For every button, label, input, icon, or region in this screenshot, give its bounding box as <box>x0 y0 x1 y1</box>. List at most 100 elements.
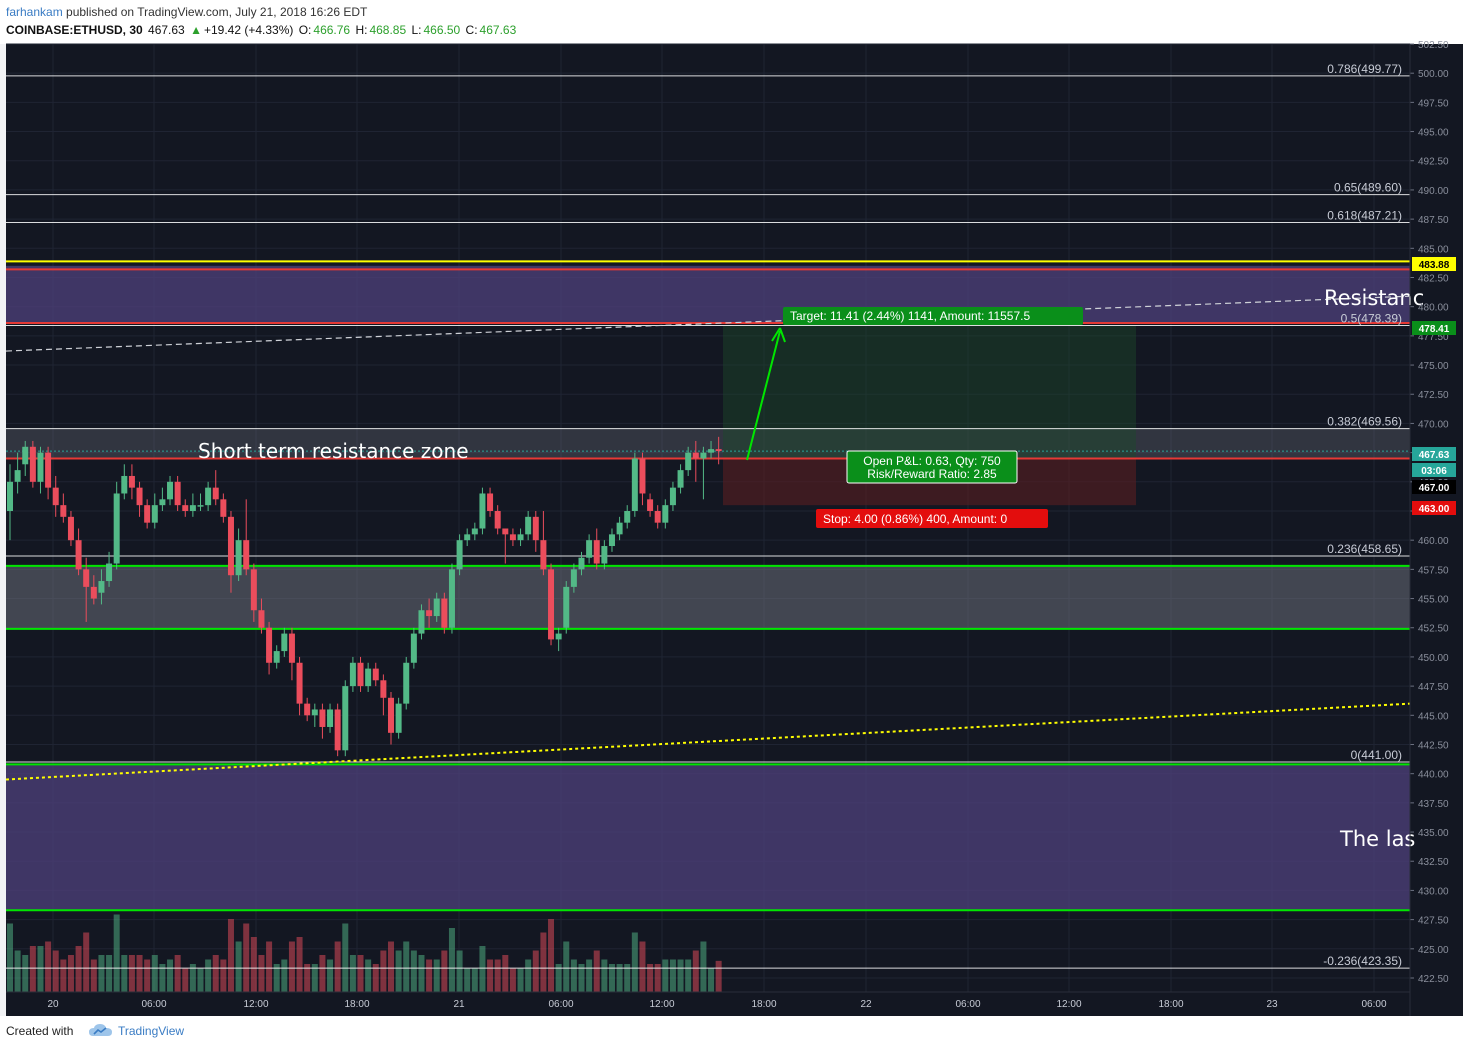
candle-body <box>67 516 74 541</box>
volume-bar <box>669 959 676 992</box>
fib-label: 0.382(469.56) <box>1327 415 1402 429</box>
price-tag-label: 467.63 <box>1419 450 1450 461</box>
price-tick-label: 437.50 <box>1418 799 1449 810</box>
volume-bar <box>639 941 646 992</box>
candle-body <box>212 487 219 500</box>
resistance-zone <box>6 265 1410 324</box>
candle-body <box>631 458 638 511</box>
candle-body <box>479 493 486 529</box>
short-term-zone-label: Short term resistance zone <box>198 439 469 463</box>
annotations: 0.786(499.77) 0.65(489.60) 0.618(487.21) 0.… <box>198 62 1424 968</box>
risk-reward-label: Risk/Reward Ratio: 2.85 <box>867 467 997 481</box>
symbol-name[interactable]: COINBASE:ETHUSD, 30 <box>6 23 143 37</box>
candle-body <box>715 449 722 452</box>
price-tick-label: 460.00 <box>1418 536 1449 547</box>
stop-label-box <box>816 509 1048 528</box>
resistance-zone-label: Resistanc <box>1324 286 1424 310</box>
author-link[interactable]: farhankam <box>6 5 63 19</box>
candle-body <box>136 487 143 506</box>
price-tick-label: 470.00 <box>1418 419 1449 430</box>
candle-body <box>121 475 128 494</box>
volume-bar <box>227 919 234 992</box>
position-tool[interactable] <box>723 325 1136 506</box>
volume-bars <box>7 914 722 992</box>
time-tick-label: 12:00 <box>649 999 674 1010</box>
volume-bar <box>372 964 379 992</box>
volume-bar <box>45 941 52 992</box>
horizontal-lines <box>6 75 1410 969</box>
price-tick-label: 500.00 <box>1418 69 1449 80</box>
volume-bar <box>113 914 120 992</box>
candle-body <box>243 540 250 570</box>
volume-bar <box>578 964 585 992</box>
candle-body <box>281 633 288 652</box>
price-tag <box>1412 463 1456 477</box>
open-value: 466.76 <box>313 23 351 37</box>
arrow-head-icon <box>771 327 786 343</box>
volume-bar <box>349 955 356 992</box>
price-tick-label: 422.50 <box>1418 974 1449 985</box>
volume-bar <box>258 955 265 992</box>
candle-body <box>174 481 181 506</box>
time-tick-label: 06:00 <box>1361 999 1386 1010</box>
price-tick-label: 490.00 <box>1418 186 1449 197</box>
time-tick-label: 18:00 <box>344 999 369 1010</box>
time-tick-label: 22 <box>860 999 872 1010</box>
fib-label: 0(441.00) <box>1351 748 1402 762</box>
volume-bar <box>487 959 494 992</box>
candle-body <box>182 505 189 511</box>
price-axis[interactable] <box>1410 44 1463 1016</box>
volume-bar <box>37 946 44 992</box>
volume-bar <box>441 950 448 992</box>
volume-bar <box>29 946 36 992</box>
candle-body <box>410 633 417 663</box>
candle-body <box>403 662 410 704</box>
price-tick-label: 485.00 <box>1418 244 1449 255</box>
volume-bar <box>448 928 455 992</box>
volume-bar <box>433 959 440 992</box>
tradingview-brand[interactable]: TradingView <box>118 1024 185 1038</box>
volume-bar <box>662 959 669 992</box>
volume-bar <box>464 968 471 992</box>
candle-body <box>525 516 532 535</box>
volume-bar <box>631 932 638 992</box>
volume-bar <box>189 964 196 992</box>
candle-body <box>418 610 425 634</box>
tradingview-cloud-icon[interactable] <box>88 1022 114 1040</box>
candle-body <box>349 662 356 687</box>
volume-bar <box>677 959 684 992</box>
lower-zone-label: The las <box>1339 827 1415 851</box>
fib-label: 0.5(478.39) <box>1341 311 1402 325</box>
candle-body <box>83 569 90 587</box>
price-tick-label: 432.50 <box>1418 857 1449 868</box>
change-up-icon: ▲ <box>190 23 202 37</box>
volume-bar <box>647 964 654 992</box>
candle-body <box>220 499 227 517</box>
candle-body <box>365 668 372 687</box>
volume-bar <box>288 941 295 992</box>
low-label: L: <box>411 23 422 37</box>
volume-bar <box>563 941 570 992</box>
candle-body <box>563 586 570 628</box>
volume-bar <box>570 959 577 992</box>
candle-body <box>578 557 585 570</box>
volume-bar <box>52 950 59 992</box>
volume-bar <box>708 968 715 992</box>
candle-body <box>448 569 455 628</box>
volume-bar <box>548 919 555 992</box>
price-tick-label: 480.00 <box>1418 303 1449 314</box>
volume-bar <box>395 950 402 992</box>
candle-body <box>639 458 646 494</box>
close-value: 467.63 <box>479 23 517 37</box>
lower-zone <box>6 764 1410 911</box>
pnl-label: Open P&L: 0.63, Qty: 750 <box>863 454 1001 468</box>
price-tick-label: 475.00 <box>1418 361 1449 372</box>
candle-body <box>205 487 212 506</box>
candle-body <box>570 569 577 587</box>
volume-bar <box>212 955 219 992</box>
volume-bar <box>601 959 608 992</box>
candle-body <box>616 522 623 535</box>
candle-body <box>685 452 692 471</box>
price-tag-label: 483.88 <box>1419 260 1450 271</box>
